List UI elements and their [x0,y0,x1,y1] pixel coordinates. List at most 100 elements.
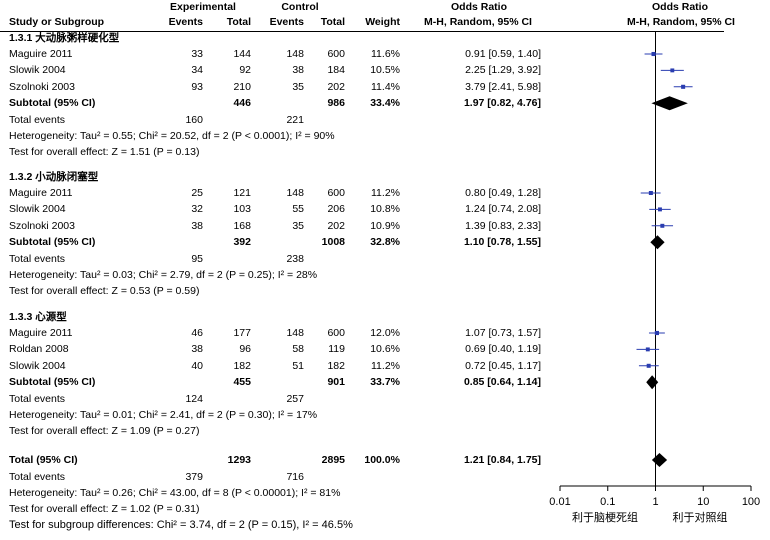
study-control-total: 202 [327,219,345,232]
subtotal-experimental-total: 446 [233,97,251,110]
study-experimental-total: 144 [233,48,251,60]
total-events-overall-control: 716 [286,471,304,483]
x-axis-tick-label: 10 [697,496,709,508]
study-experimental-total: 168 [233,219,251,232]
header-control: Control [281,1,319,13]
heterogeneity-text: Heterogeneity: Tau² = 0.55; Chi² = 20.52… [9,130,335,143]
total-events-overall-experimental: 379 [185,471,203,483]
header-total-control: Total [320,16,345,28]
subgroup-title: 1.3.3 心源型 [9,311,67,323]
header-weight: Weight [365,16,400,28]
study-control-events: 51 [292,359,304,372]
study-marker [651,51,656,57]
study-experimental-events: 93 [191,80,203,93]
study-experimental-total: 103 [233,203,251,216]
study-marker [645,347,650,352]
study-experimental-events: 38 [191,219,203,232]
study-weight: 11.2% [371,187,400,199]
study-control-events: 35 [292,80,304,93]
subtotal-weight: 32.8% [370,236,400,249]
study-odds-ratio-ci: 1.07 [0.73, 1.57] [465,327,541,339]
study-control-total: 600 [327,327,345,339]
study-marker [657,207,662,212]
total-experimental-total: 1293 [227,454,251,466]
study-odds-ratio-ci: 0.69 [0.40, 1.19] [465,343,541,356]
overall-diamond [651,453,668,467]
total-events-control: 238 [286,253,304,266]
total-events-control: 257 [286,393,304,406]
subtotal-control-total: 986 [327,97,345,110]
x-axis-tick-label: 0.01 [549,496,570,508]
subtotal-control-total: 1008 [321,236,345,249]
favours-right-label: 利于对照组 [673,510,728,524]
subgroup-diamond [650,235,665,250]
x-axis-tick-label: 1 [652,496,658,508]
header-events-experimental: Events [168,16,203,28]
study-experimental-events: 25 [191,187,203,199]
study-name: Maguire 2011 [9,187,73,199]
total-heterogeneity-text: Heterogeneity: Tau² = 0.26; Chi² = 43.00… [9,487,341,499]
subtotal-odds-ratio-ci: 1.10 [0.78, 1.55] [463,236,541,249]
study-control-events: 148 [286,187,304,199]
study-odds-ratio-ci: 0.72 [0.45, 1.17] [465,359,541,372]
total-events-control: 221 [286,114,304,127]
subtotal-label: Subtotal (95% CI) [9,236,96,249]
subtotal-weight: 33.4% [370,97,400,110]
study-control-events: 148 [286,327,304,339]
study-name: Slowik 2004 [9,359,66,372]
overall-effect-text: Test for overall effect: Z = 0.53 (P = 0… [9,285,200,298]
total-label: Total (95% CI) [9,454,78,466]
study-experimental-total: 210 [233,80,251,93]
study-weight: 10.8% [370,203,400,216]
header-events-control: Events [269,16,304,28]
total-events-label: Total events [9,253,66,266]
subtotal-experimental-total: 392 [233,236,251,249]
subgroup-differences-text: Test for subgroup differences: Chi² = 3.… [9,519,353,531]
favours-left-label: 利于脑梗死组 [572,510,638,524]
total-events-experimental: 160 [185,114,203,127]
header-underline [0,31,724,32]
total-weight: 100.0% [364,454,400,466]
subgroup-title: 1.3.1 大动脉粥样硬化型 [9,32,120,44]
study-experimental-events: 38 [191,343,203,356]
study-name: Szolnoki 2003 [9,80,75,93]
study-control-events: 58 [292,343,304,356]
subtotal-label: Subtotal (95% CI) [9,376,96,389]
study-experimental-total: 96 [239,343,251,356]
study-control-total: 119 [328,343,345,356]
header-method-left: M-H, Random, 95% CI [424,16,532,28]
total-events-label: Total events [9,393,66,406]
study-experimental-events: 46 [191,327,203,339]
header-experimental: Experimental [170,1,236,13]
subtotal-experimental-total: 455 [233,376,251,389]
header-odds-ratio-left: Odds Ratio [450,1,507,13]
header-total-experimental: Total [226,16,251,28]
study-odds-ratio-ci: 1.39 [0.83, 2.33] [465,219,541,232]
heterogeneity-text: Heterogeneity: Tau² = 0.01; Chi² = 2.41,… [9,409,318,422]
study-control-events: 148 [286,48,304,60]
study-control-total: 182 [327,359,345,372]
total-control-total: 2895 [321,454,345,466]
study-experimental-total: 92 [239,64,251,77]
study-control-total: 206 [327,203,345,216]
study-control-events: 35 [292,219,304,232]
heterogeneity-text: Heterogeneity: Tau² = 0.03; Chi² = 2.79,… [9,269,318,282]
study-marker [646,363,651,368]
study-control-events: 55 [292,203,304,216]
study-experimental-total: 182 [233,359,251,372]
study-control-total: 600 [327,187,345,199]
header-odds-ratio-right: Odds Ratio [651,1,708,13]
subtotal-odds-ratio-ci: 0.85 [0.64, 1.14] [463,376,541,389]
subgroup-diamond [651,96,688,111]
study-marker [660,223,665,228]
study-marker [654,330,659,336]
study-marker [681,84,686,89]
study-odds-ratio-ci: 3.79 [2.41, 5.98] [465,80,541,93]
study-experimental-events: 34 [191,64,203,77]
study-odds-ratio-ci: 2.25 [1.29, 3.92] [465,64,541,77]
study-marker [670,68,675,73]
study-weight: 11.6% [371,48,400,60]
study-weight: 10.5% [370,64,400,77]
study-weight: 10.9% [370,219,400,232]
